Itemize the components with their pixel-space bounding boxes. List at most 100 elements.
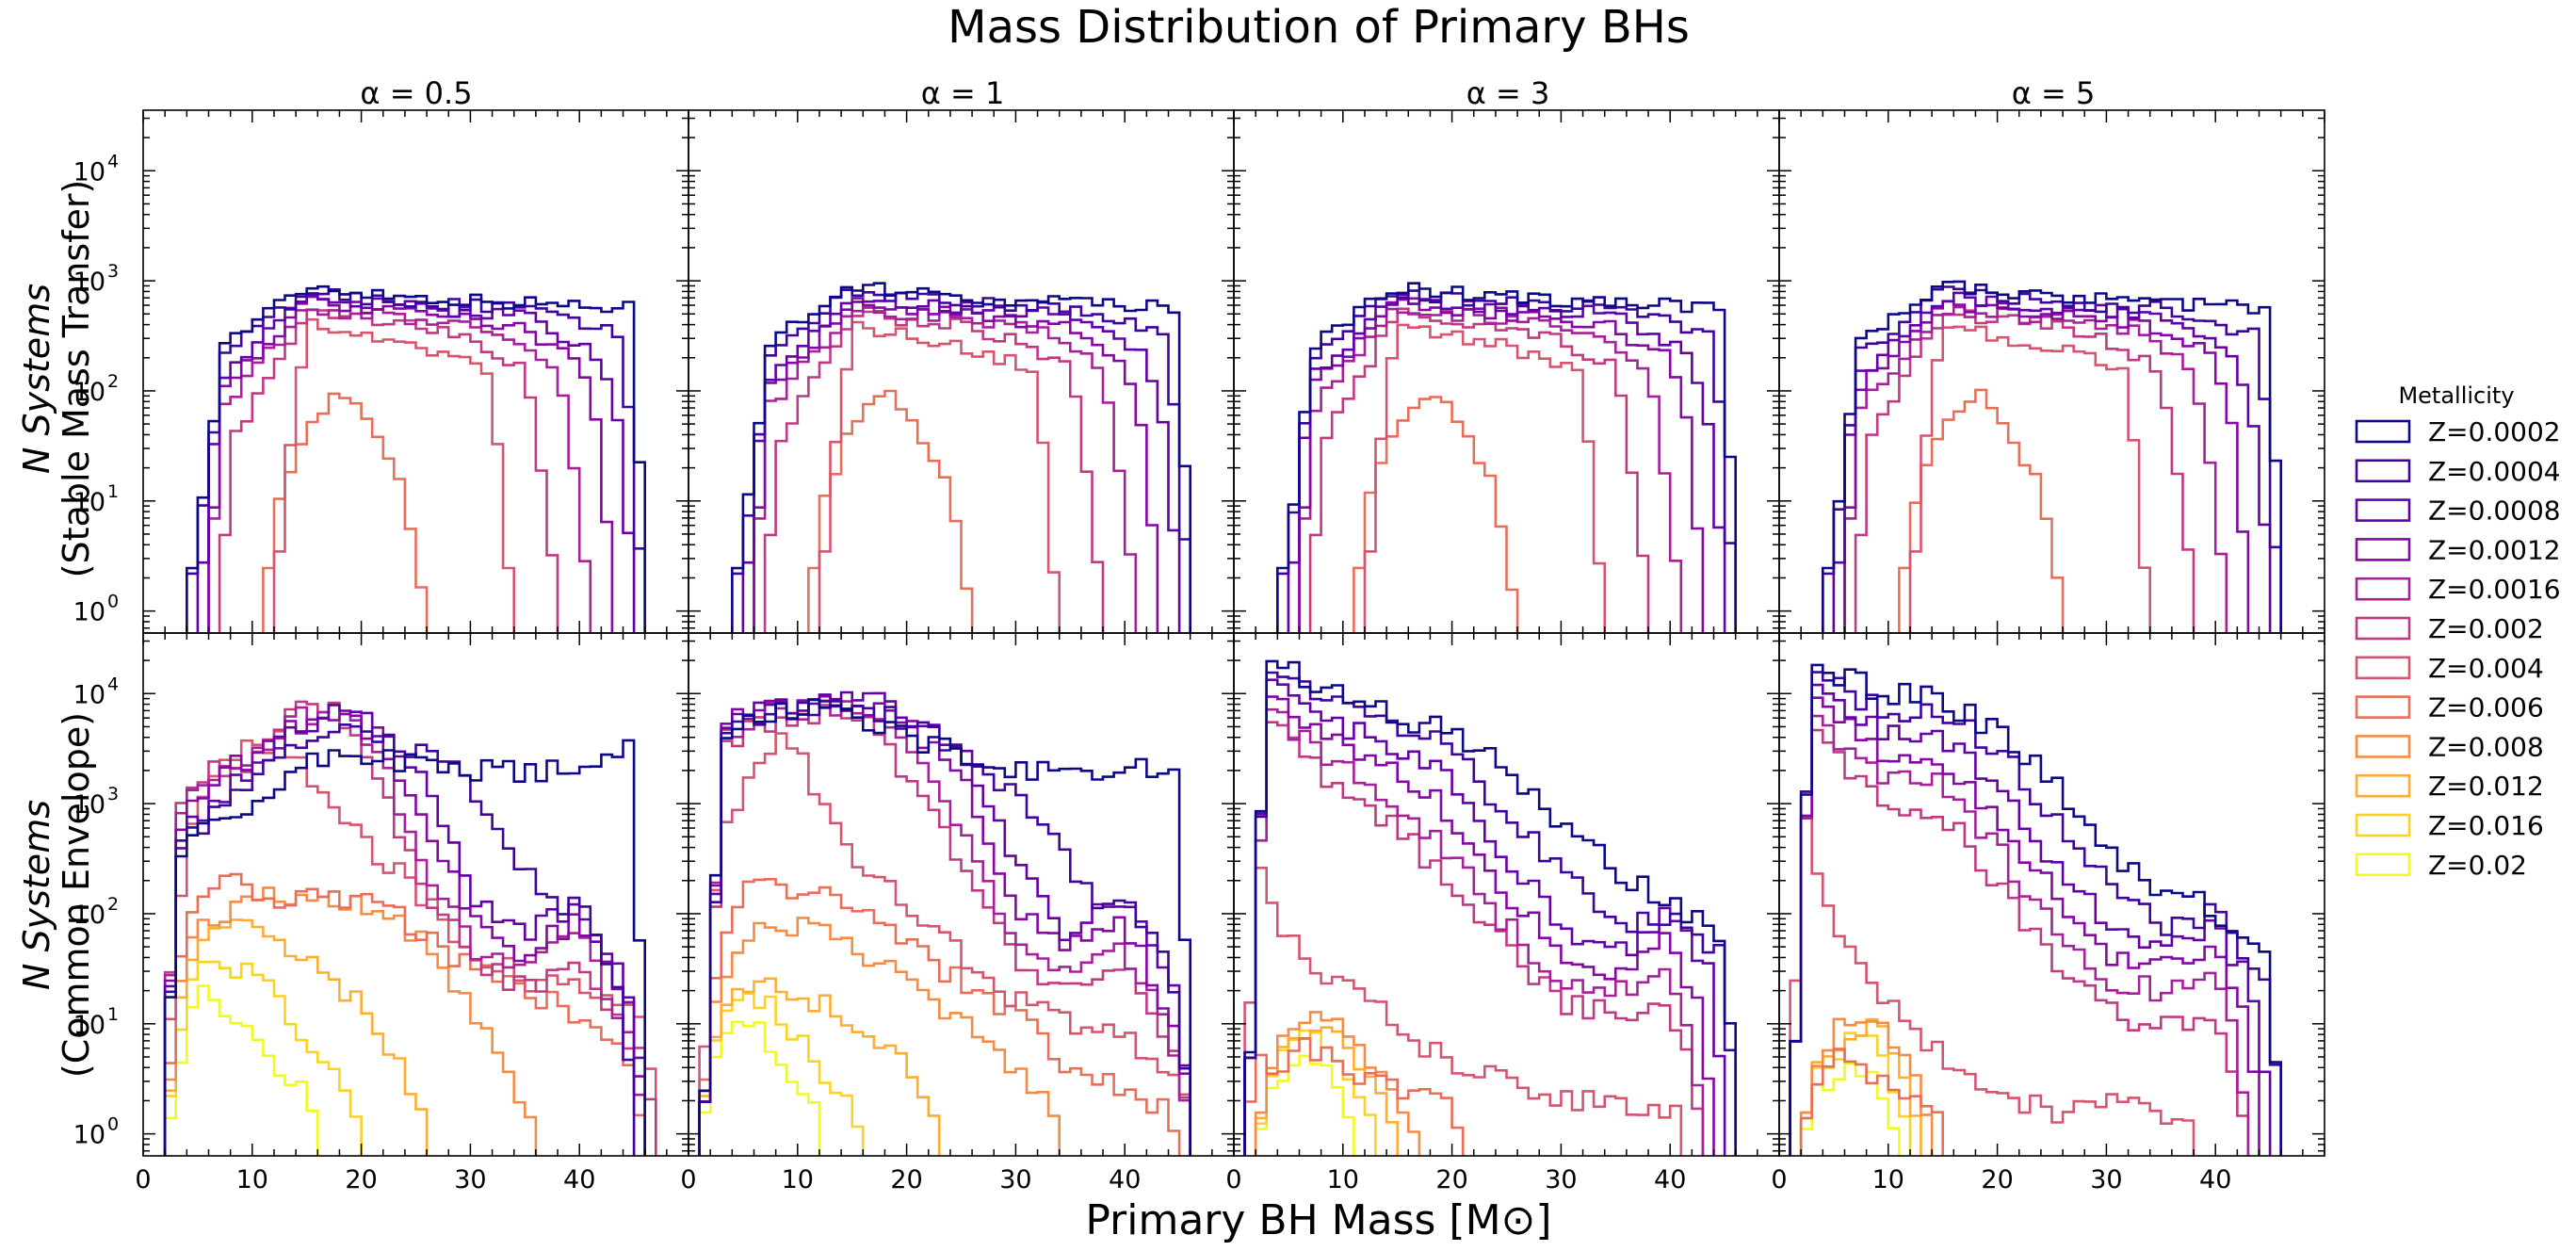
histogram-Z=0.0016 — [698, 698, 1191, 1156]
histogram-series-group — [698, 690, 1191, 1156]
histogram-Z=0.0002 — [698, 698, 1191, 1156]
histogram-Z=0.006 — [1243, 1037, 1465, 1156]
legend-item: Z=0.004 — [2355, 653, 2544, 684]
histogram-Z=0.0004 — [1789, 671, 2282, 1156]
x-tick-label: 40 — [1109, 1165, 1141, 1194]
x-tick-label: 30 — [454, 1165, 486, 1194]
y-tick-label: 10 — [73, 901, 105, 930]
legend-swatch — [2355, 538, 2411, 561]
column-title-alpha-5: α = 5 — [2012, 75, 2096, 111]
panel-r1-c4 — [1778, 109, 2325, 634]
histogram-Z=0.004 — [698, 732, 1191, 1156]
x-tick-label: 30 — [999, 1165, 1031, 1194]
legend-item: Z=0.008 — [2355, 731, 2544, 762]
y-tick-exponent: 1 — [107, 1004, 119, 1025]
legend-label: Z=0.004 — [2428, 653, 2544, 684]
histogram-Z=0.006 — [1799, 1048, 1944, 1156]
legend-swatch — [2355, 419, 2411, 444]
x-tick-label: 10 — [1327, 1165, 1359, 1194]
legend-swatch — [2355, 459, 2411, 483]
y-tick-label: 10 — [73, 378, 105, 407]
legend-label: Z=0.02 — [2428, 850, 2527, 881]
x-tick-label: 30 — [1545, 1165, 1577, 1194]
histogram-Z=0.006 — [807, 389, 974, 633]
histogram-Z=0.008 — [698, 917, 1061, 1156]
histogram-Z=0.0004 — [1243, 671, 1737, 1156]
histogram-Z=0.0008 — [1243, 678, 1726, 1156]
panel-r2-c2: 0 10 20 30 40 — [680, 632, 1235, 1194]
panel-frame — [1778, 632, 2325, 1157]
legend-swatch — [2355, 498, 2411, 522]
y-tick-exponent: 3 — [107, 261, 119, 282]
histogram-Z=0.012 — [698, 977, 941, 1156]
histogram-Z=0.002 — [763, 310, 1105, 633]
legend-item: Z=0.016 — [2355, 810, 2544, 841]
histogram-Z=0.0002 — [1243, 659, 1737, 1156]
legend-label: Z=0.0004 — [2428, 456, 2561, 487]
histogram-Z=0.0004 — [186, 288, 646, 633]
x-tick-label: 10 — [236, 1165, 268, 1194]
histogram-Z=0.002 — [163, 700, 657, 1156]
column-title-alpha-0.5: α = 0.5 — [360, 75, 472, 111]
histogram-Z=0.0016 — [207, 308, 592, 633]
x-tick-label: 30 — [2090, 1165, 2122, 1194]
histogram-Z=0.0016 — [753, 306, 1138, 633]
legend-label: Z=0.0012 — [2428, 534, 2561, 565]
x-tick-label: 10 — [1872, 1165, 1904, 1194]
y-tick-exponent: 0 — [107, 1114, 119, 1135]
y-tick-label: 10 — [73, 157, 105, 187]
legend-label: Z=0.0002 — [2428, 416, 2561, 447]
histogram-Z=0.0004 — [1276, 289, 1737, 633]
histogram-Z=0.004 — [1363, 323, 1606, 633]
legend-label: Z=0.002 — [2428, 613, 2544, 644]
legend-swatch — [2355, 773, 2411, 798]
legend-item: Z=0.0002 — [2355, 416, 2561, 447]
y-tick-exponent: 2 — [107, 371, 119, 392]
histogram-Z=0.006 — [1353, 396, 1519, 633]
histogram-Z=0.0012 — [1789, 696, 2260, 1156]
histogram-Z=0.0002 — [186, 284, 646, 633]
legend-label: Z=0.016 — [2428, 810, 2544, 841]
histogram-Z=0.004 — [272, 317, 515, 633]
histogram-series-group — [1822, 280, 2282, 633]
histogram-Z=0.0002 — [1276, 282, 1737, 633]
histogram-Z=0.016 — [1254, 1029, 1377, 1156]
legend-swatch — [2355, 656, 2411, 680]
x-tick-label: 40 — [2199, 1165, 2231, 1194]
histogram-Z=0.0012 — [163, 712, 646, 1156]
histogram-Z=0.012 — [1799, 1017, 1922, 1156]
legend-items: Z=0.0002 Z=0.0004 Z=0.0008 Z=0.0012 Z=0.0016… — [2355, 416, 2561, 881]
histogram-Z=0.004 — [1908, 325, 2151, 633]
y-tick-label: 10 — [73, 680, 105, 709]
x-tick-label: 40 — [563, 1165, 595, 1194]
legend-item: Z=0.012 — [2355, 771, 2544, 802]
histogram-series-group — [1789, 663, 2282, 1156]
histogram-Z=0.008 — [1799, 1017, 1934, 1156]
legend: Metallicity Z=0.0002Z=0.0004Z=0.0008Z=0.… — [2355, 382, 2561, 881]
x-tick-label: 20 — [1435, 1165, 1467, 1194]
panel-r2-c4: 0 10 20 30 40 — [1771, 632, 2325, 1194]
histogram-Z=0.016 — [1799, 1032, 1912, 1156]
legend-label: Z=0.006 — [2428, 692, 2544, 723]
histogram-Z=0.004 — [1243, 867, 1683, 1156]
legend-item: Z=0.0004 — [2355, 456, 2561, 487]
legend-label: Z=0.012 — [2428, 771, 2544, 802]
histogram-Z=0.002 — [1789, 728, 2250, 1156]
y-tick-label: 10 — [73, 1011, 105, 1040]
histogram-Z=0.0012 — [1843, 300, 2250, 633]
legend-swatch — [2355, 577, 2411, 601]
legend-item: Z=0.0008 — [2355, 496, 2561, 527]
x-tick-label: 20 — [1981, 1165, 2013, 1194]
histogram-Z=0.008 — [1254, 1011, 1421, 1156]
histogram-Z=0.0008 — [1789, 683, 2272, 1156]
row-label-line1: N Systems — [16, 284, 57, 474]
histogram-series-group — [186, 284, 646, 633]
histogram-Z=0.0012 — [1298, 297, 1705, 633]
y-tick-exponent: 1 — [107, 481, 119, 502]
histogram-Z=0.016 — [698, 992, 865, 1156]
column-title-alpha-3: α = 3 — [1466, 75, 1550, 111]
legend-swatch — [2355, 735, 2411, 758]
